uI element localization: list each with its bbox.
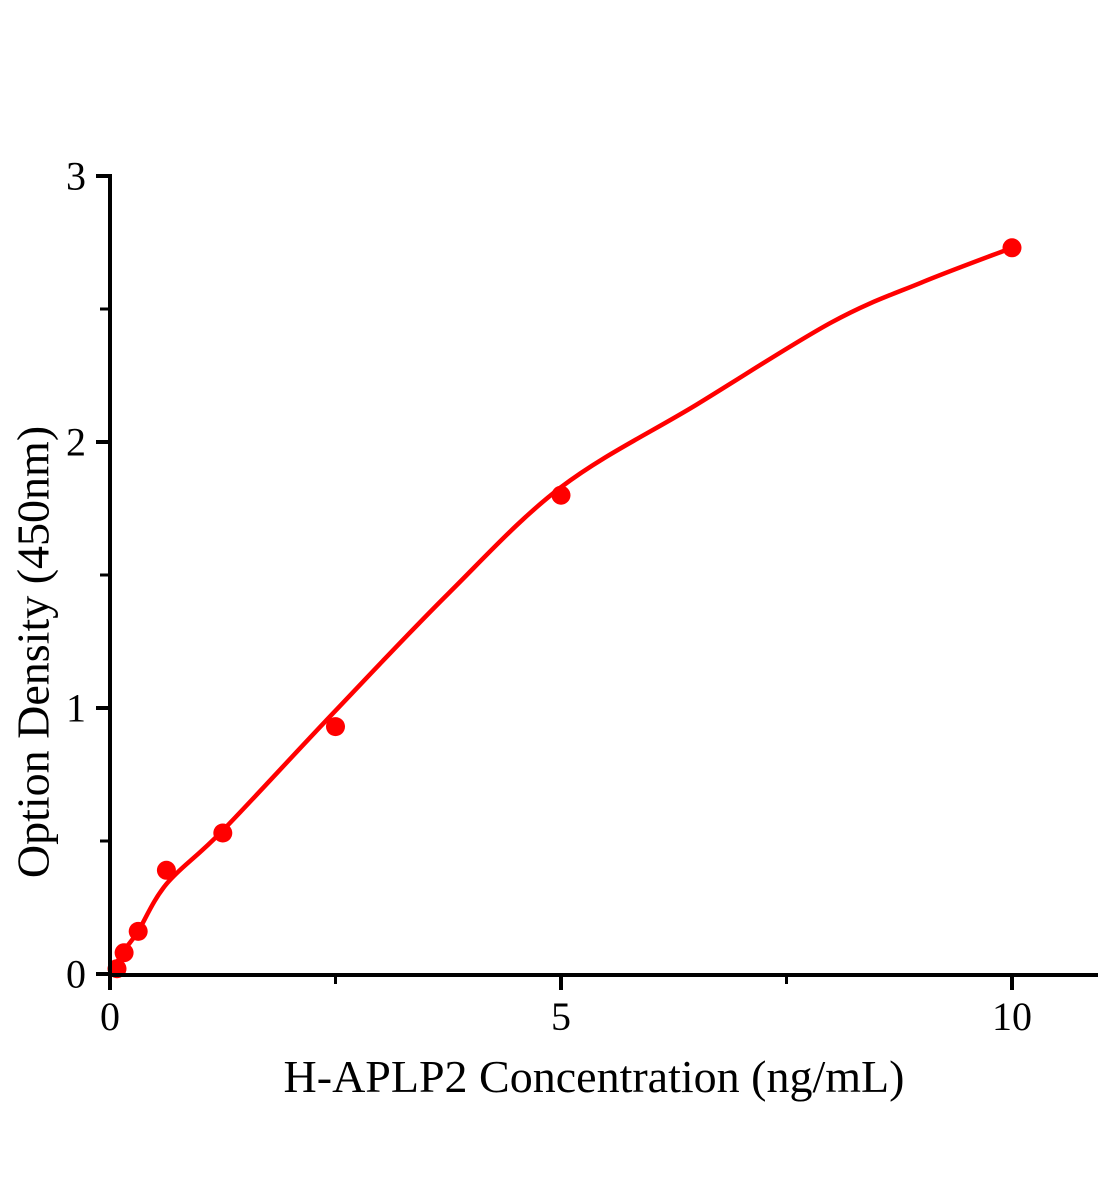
x-axis-title: H-APLP2 Concentration (ng/mL): [284, 1051, 905, 1102]
data-point: [551, 485, 571, 505]
y-tick-label: 1: [66, 686, 86, 731]
y-tick-label: 0: [66, 952, 86, 997]
x-tick-label: 10: [992, 994, 1032, 1039]
axes-layer: 0 1 2 3 0 5 10: [66, 154, 1098, 1039]
y-tick-label: 2: [66, 420, 86, 465]
data-series-layer: [107, 238, 1022, 979]
data-point: [156, 860, 176, 880]
data-point: [326, 717, 345, 737]
x-tick-label: 0: [100, 994, 120, 1039]
y-tick-label: 3: [66, 154, 86, 199]
x-tick-label: 5: [551, 994, 571, 1039]
data-point: [114, 943, 134, 963]
fit-curve: [107, 245, 1015, 977]
data-point: [213, 823, 233, 843]
data-point: [1002, 238, 1022, 258]
data-point: [128, 921, 148, 941]
y-axis-title: Option Density (450nm): [8, 426, 59, 878]
